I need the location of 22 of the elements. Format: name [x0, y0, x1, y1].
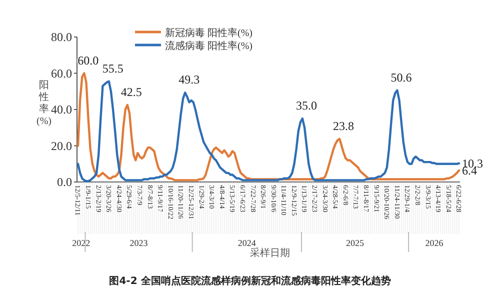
- data-label: 60.0: [78, 53, 99, 68]
- y-tick-label: 40.0: [51, 102, 72, 116]
- text: 2024: [238, 238, 256, 248]
- y-tick-label: 20.0: [51, 138, 72, 153]
- text: 图4-2 全国哨点医院流感样病例新冠和流感病毒阳性率变化趋势: [109, 275, 391, 287]
- data-label: 49.3: [178, 72, 200, 87]
- y-axis-title: 阳性率(%): [36, 80, 52, 127]
- legend-label: 流感病毒 阳性率(%): [165, 40, 252, 52]
- data-label: 55.5: [102, 61, 124, 76]
- data-label: 35.0: [296, 98, 317, 113]
- text: 2022: [72, 238, 90, 248]
- y-tick-label: 0.0: [57, 175, 72, 189]
- data-label: 42.5: [120, 84, 142, 99]
- legend-label: 新冠病毒 阳性率(%): [165, 27, 252, 39]
- text: 2026: [425, 238, 444, 248]
- text: 2025: [346, 238, 364, 248]
- data-label: 50.6: [390, 70, 412, 84]
- data-label: 23.8: [333, 118, 354, 133]
- y-tick-label: 80.0: [51, 30, 72, 44]
- x-axis-title: 采样日期: [250, 247, 290, 259]
- text: 2023: [130, 238, 148, 248]
- y-tick-label: 60.0: [51, 66, 72, 80]
